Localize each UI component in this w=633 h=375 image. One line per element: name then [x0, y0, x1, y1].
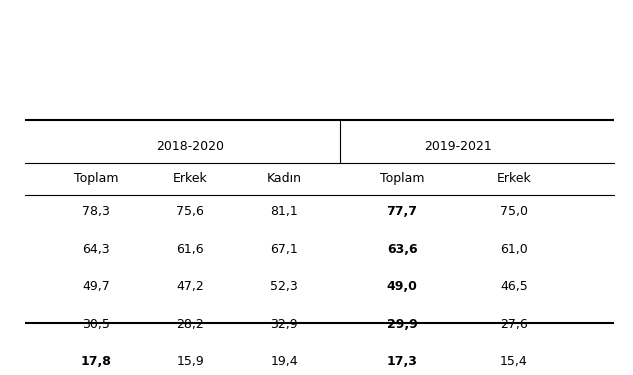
- Text: 67,1: 67,1: [270, 243, 298, 256]
- Text: 30,5: 30,5: [82, 318, 110, 331]
- Text: Kadın: Kadın: [267, 172, 302, 184]
- Text: 75,6: 75,6: [176, 206, 204, 218]
- Text: 52,3: 52,3: [270, 280, 298, 293]
- Text: 46,5: 46,5: [500, 280, 528, 293]
- Text: 61,6: 61,6: [177, 243, 204, 256]
- Text: 17,3: 17,3: [387, 356, 418, 368]
- Text: Toplam: Toplam: [73, 172, 118, 184]
- Text: 77,7: 77,7: [387, 206, 418, 218]
- Text: 2018-2020: 2018-2020: [156, 140, 224, 153]
- Text: 19,4: 19,4: [270, 356, 298, 368]
- Text: 15,9: 15,9: [176, 356, 204, 368]
- Text: 81,1: 81,1: [270, 206, 298, 218]
- Text: 61,0: 61,0: [500, 243, 528, 256]
- Text: 63,6: 63,6: [387, 243, 417, 256]
- Text: 49,7: 49,7: [82, 280, 110, 293]
- Text: 78,3: 78,3: [82, 206, 110, 218]
- Text: 47,2: 47,2: [176, 280, 204, 293]
- Text: 49,0: 49,0: [387, 280, 418, 293]
- Text: Erkek: Erkek: [173, 172, 208, 184]
- Text: 15,4: 15,4: [500, 356, 528, 368]
- Text: 2019-2021: 2019-2021: [424, 140, 492, 153]
- Text: Toplam: Toplam: [380, 172, 424, 184]
- Text: 75,0: 75,0: [500, 206, 528, 218]
- Text: Erkek: Erkek: [496, 172, 531, 184]
- Text: 32,9: 32,9: [270, 318, 298, 331]
- Text: 27,6: 27,6: [500, 318, 528, 331]
- Text: 29,9: 29,9: [387, 318, 417, 331]
- Text: 17,8: 17,8: [80, 356, 111, 368]
- Text: 28,2: 28,2: [176, 318, 204, 331]
- Text: 64,3: 64,3: [82, 243, 110, 256]
